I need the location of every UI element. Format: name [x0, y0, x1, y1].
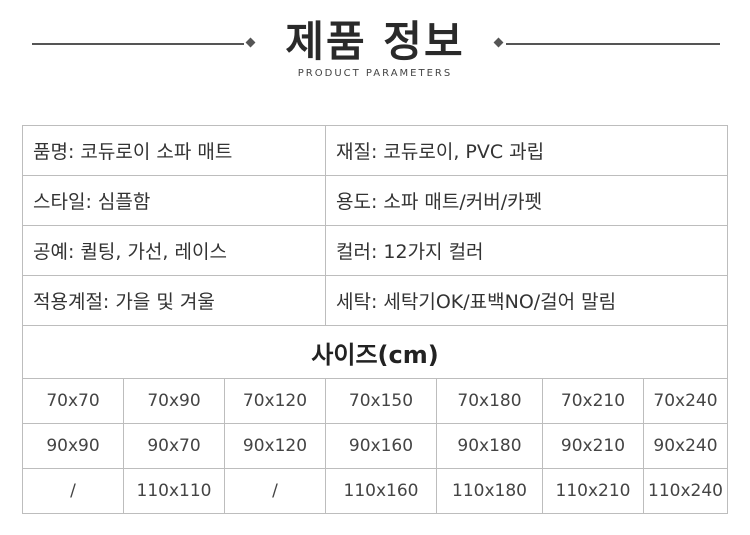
- table-row: 공예: 퀼팅, 가선, 레이스 컬러: 12가지 컬러: [22, 225, 728, 276]
- size-cell: /: [22, 468, 124, 514]
- size-cell: 90x160: [325, 423, 437, 469]
- size-cell: 70x240: [643, 378, 728, 424]
- size-cell: 70x180: [436, 378, 543, 424]
- page-title: 제품 정보: [285, 17, 465, 66]
- sizes-header-row: 사이즈(cm): [22, 325, 728, 379]
- info-cell: 적용계절: 가을 및 겨울: [22, 275, 326, 326]
- product-parameters-table: 품명: 코듀로이 소파 매트 재질: 코듀로이, PVC 과립 스타일: 심플함…: [22, 125, 728, 514]
- sizes-title: 사이즈(cm): [22, 325, 728, 379]
- header-line-left: [32, 43, 244, 45]
- table-row: 품명: 코듀로이 소파 매트 재질: 코듀로이, PVC 과립: [22, 125, 728, 176]
- header-line-right: [506, 43, 720, 45]
- table-row: 적용계절: 가을 및 겨울 세탁: 세탁기OK/표백NO/걸어 말림: [22, 275, 728, 326]
- size-row: 70x70 70x90 70x120 70x150 70x180 70x210 …: [22, 378, 728, 424]
- size-cell: 70x210: [542, 378, 644, 424]
- info-cell: 세탁: 세탁기OK/표백NO/걸어 말림: [325, 275, 728, 326]
- size-cell: 70x150: [325, 378, 437, 424]
- info-cell: 품명: 코듀로이 소파 매트: [22, 125, 326, 176]
- size-cell: 110x180: [436, 468, 543, 514]
- size-cell: 110x160: [325, 468, 437, 514]
- size-cell: 110x110: [123, 468, 225, 514]
- size-cell: /: [224, 468, 326, 514]
- size-row: 90x90 90x70 90x120 90x160 90x180 90x210 …: [22, 423, 728, 469]
- size-cell: 90x240: [643, 423, 728, 469]
- size-cell: 90x90: [22, 423, 124, 469]
- size-cell: 70x70: [22, 378, 124, 424]
- size-cell: 90x210: [542, 423, 644, 469]
- table-row: 스타일: 심플함 용도: 소파 매트/커버/카펫: [22, 175, 728, 226]
- size-cell: 110x240: [643, 468, 728, 514]
- info-cell: 스타일: 심플함: [22, 175, 326, 226]
- size-cell: 90x180: [436, 423, 543, 469]
- info-cell: 재질: 코듀로이, PVC 과립: [325, 125, 728, 176]
- size-cell: 70x90: [123, 378, 225, 424]
- info-cell: 공예: 퀼팅, 가선, 레이스: [22, 225, 326, 276]
- info-cell: 용도: 소파 매트/커버/카펫: [325, 175, 728, 226]
- size-cell: 90x120: [224, 423, 326, 469]
- size-row: / 110x110 / 110x160 110x180 110x210 110x…: [22, 468, 728, 514]
- size-cell: 90x70: [123, 423, 225, 469]
- size-cell: 110x210: [542, 468, 644, 514]
- page-subtitle: PRODUCT PARAMETERS: [297, 68, 453, 79]
- info-cell: 컬러: 12가지 컬러: [325, 225, 728, 276]
- size-cell: 70x120: [224, 378, 326, 424]
